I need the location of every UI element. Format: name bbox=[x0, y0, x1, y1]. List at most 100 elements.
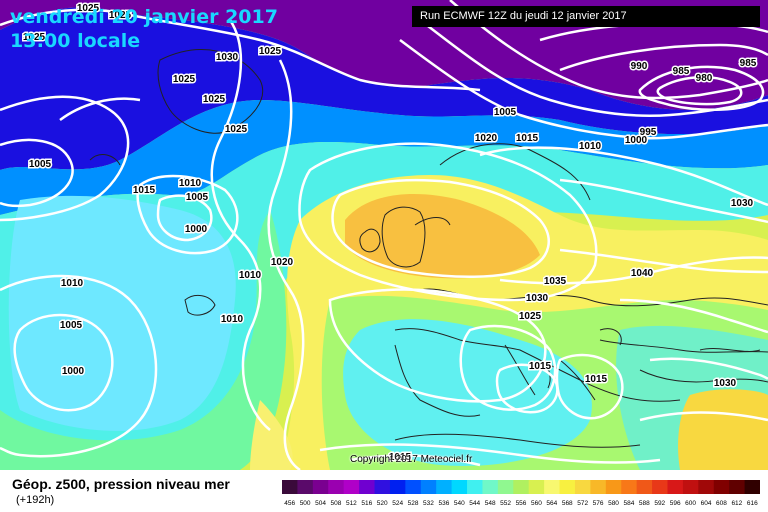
weather-map: 1025 1025 1025 1030 1025 1025 1025 1025 … bbox=[0, 0, 768, 470]
legend-tick-label: 604 bbox=[701, 500, 712, 507]
isobar-labels: 1025 1025 1025 1030 1025 1025 1025 1025 … bbox=[21, 2, 758, 465]
isobar-label: 1025 bbox=[519, 311, 542, 322]
legend-swatch bbox=[744, 480, 760, 494]
isobar-label: 1015 bbox=[133, 185, 156, 196]
legend-tick-label: 608 bbox=[716, 500, 727, 507]
legend-tick-label: 508 bbox=[331, 500, 342, 507]
legend-tick-label: 584 bbox=[624, 500, 635, 507]
isobar-label: 985 bbox=[740, 58, 757, 69]
legend-tick-label: 612 bbox=[731, 500, 742, 507]
legend-tick-label: 568 bbox=[562, 500, 573, 507]
legend-tick-label: 572 bbox=[577, 500, 588, 507]
legend-tick-label: 588 bbox=[639, 500, 650, 507]
legend-tick-label: 552 bbox=[500, 500, 511, 507]
isobar-label: 1005 bbox=[29, 159, 52, 170]
copyright-text: Copyright 2017 Meteociel.fr bbox=[350, 454, 473, 465]
legend-swatch bbox=[729, 480, 746, 494]
valid-time-title: 13:00 locale bbox=[10, 30, 141, 52]
isobar-label: 1005 bbox=[186, 192, 209, 203]
legend-swatch bbox=[513, 480, 530, 494]
valid-date-title: vendredi 20 janvier 2017 bbox=[10, 6, 278, 28]
z500-shading-yellow-sw bbox=[250, 400, 293, 470]
isobar-label: 1010 bbox=[239, 270, 262, 281]
isobar-label: 1000 bbox=[62, 366, 85, 377]
legend-tick-label: 456 bbox=[284, 500, 295, 507]
legend-swatch bbox=[297, 480, 314, 494]
legend-tick-label: 512 bbox=[346, 500, 357, 507]
legend-swatch bbox=[497, 480, 514, 494]
legend-swatch bbox=[328, 480, 345, 494]
isobar-label: 1010 bbox=[179, 178, 202, 189]
legend-tick-label: 536 bbox=[438, 500, 449, 507]
legend-swatch bbox=[389, 480, 406, 494]
isobar-label: 995 bbox=[640, 127, 657, 138]
isobar-label: 1005 bbox=[60, 320, 83, 331]
isobar-label: 1025 bbox=[109, 10, 132, 21]
isobar-label: 1015 bbox=[389, 452, 412, 463]
legend-swatch bbox=[312, 480, 329, 494]
legend-tick-label: 592 bbox=[654, 500, 665, 507]
legend-swatch bbox=[420, 480, 437, 494]
z500-shading-lightblue bbox=[8, 195, 236, 431]
legend-tick-label: 528 bbox=[408, 500, 419, 507]
legend-tick-label: 576 bbox=[593, 500, 604, 507]
isobar-label: 1030 bbox=[526, 293, 549, 304]
color-legend: 456 500 504 508 512 516 520 524 528 532 536 540 544 5… bbox=[282, 480, 760, 507]
legend-swatch bbox=[621, 480, 638, 494]
isobar-label: 1025 bbox=[225, 124, 248, 135]
isobar-label: 1010 bbox=[221, 314, 244, 325]
legend-tick-label: 540 bbox=[454, 500, 465, 507]
isobar-label: 1020 bbox=[271, 257, 294, 268]
isobar-label: 1000 bbox=[625, 135, 648, 146]
isobar-label: 1015 bbox=[516, 133, 539, 144]
isobar-label: 1010 bbox=[61, 278, 84, 289]
isobar-label: 980 bbox=[696, 73, 713, 84]
isobar-label: 1020 bbox=[475, 133, 498, 144]
legend-swatch bbox=[574, 480, 591, 494]
legend-swatch bbox=[528, 480, 545, 494]
isobar-label: 990 bbox=[631, 61, 648, 72]
legend-swatch bbox=[343, 480, 360, 494]
legend-swatch bbox=[405, 480, 422, 494]
isobar-label: 1010 bbox=[579, 141, 602, 152]
isobars bbox=[0, 0, 768, 470]
isobar-label: 1025 bbox=[173, 74, 196, 85]
z500-shading-darkblue bbox=[0, 7, 768, 171]
legend-swatch bbox=[436, 480, 453, 494]
legend-tick-label: 580 bbox=[608, 500, 619, 507]
isobar-label: 1025 bbox=[23, 32, 46, 43]
z500-shading-orange-east bbox=[678, 389, 768, 470]
legend-tick-label: 520 bbox=[377, 500, 388, 507]
legend-swatch bbox=[652, 480, 668, 494]
isobar-label: 1030 bbox=[714, 378, 737, 389]
run-info-banner: Run ECMWF 12Z du jeudi 12 janvier 2017 bbox=[412, 6, 760, 27]
legend-swatch bbox=[374, 480, 391, 494]
legend-swatch bbox=[636, 480, 653, 494]
legend-tick-label: 504 bbox=[315, 500, 326, 507]
legend-tick-label: 548 bbox=[485, 500, 496, 507]
isobar-label: 1015 bbox=[529, 361, 552, 372]
legend-swatch bbox=[467, 480, 483, 494]
isobar-label: 1025 bbox=[259, 46, 282, 57]
legend-swatch bbox=[667, 480, 684, 494]
isobar-label: 1000 bbox=[185, 224, 208, 235]
legend-swatch bbox=[282, 480, 298, 494]
legend-tick-label: 524 bbox=[392, 500, 403, 507]
legend-swatch bbox=[713, 480, 730, 494]
legend-swatch bbox=[544, 480, 561, 494]
legend-swatch bbox=[698, 480, 715, 494]
legend-swatch bbox=[359, 480, 376, 494]
isobar-label: 1040 bbox=[631, 268, 654, 279]
isobar-label: 1030 bbox=[731, 198, 754, 209]
legend-tick-label: 596 bbox=[670, 500, 681, 507]
isobar-label: 1030 bbox=[216, 52, 239, 63]
isobar-label: 1025 bbox=[203, 94, 226, 105]
legend-swatch bbox=[682, 480, 699, 494]
legend-tick-label: 556 bbox=[516, 500, 527, 507]
isobar-label: 1025 bbox=[77, 3, 100, 14]
legend-swatch bbox=[482, 480, 499, 494]
legend-swatch bbox=[590, 480, 607, 494]
legend-swatch bbox=[605, 480, 622, 494]
legend-swatch bbox=[451, 480, 468, 494]
